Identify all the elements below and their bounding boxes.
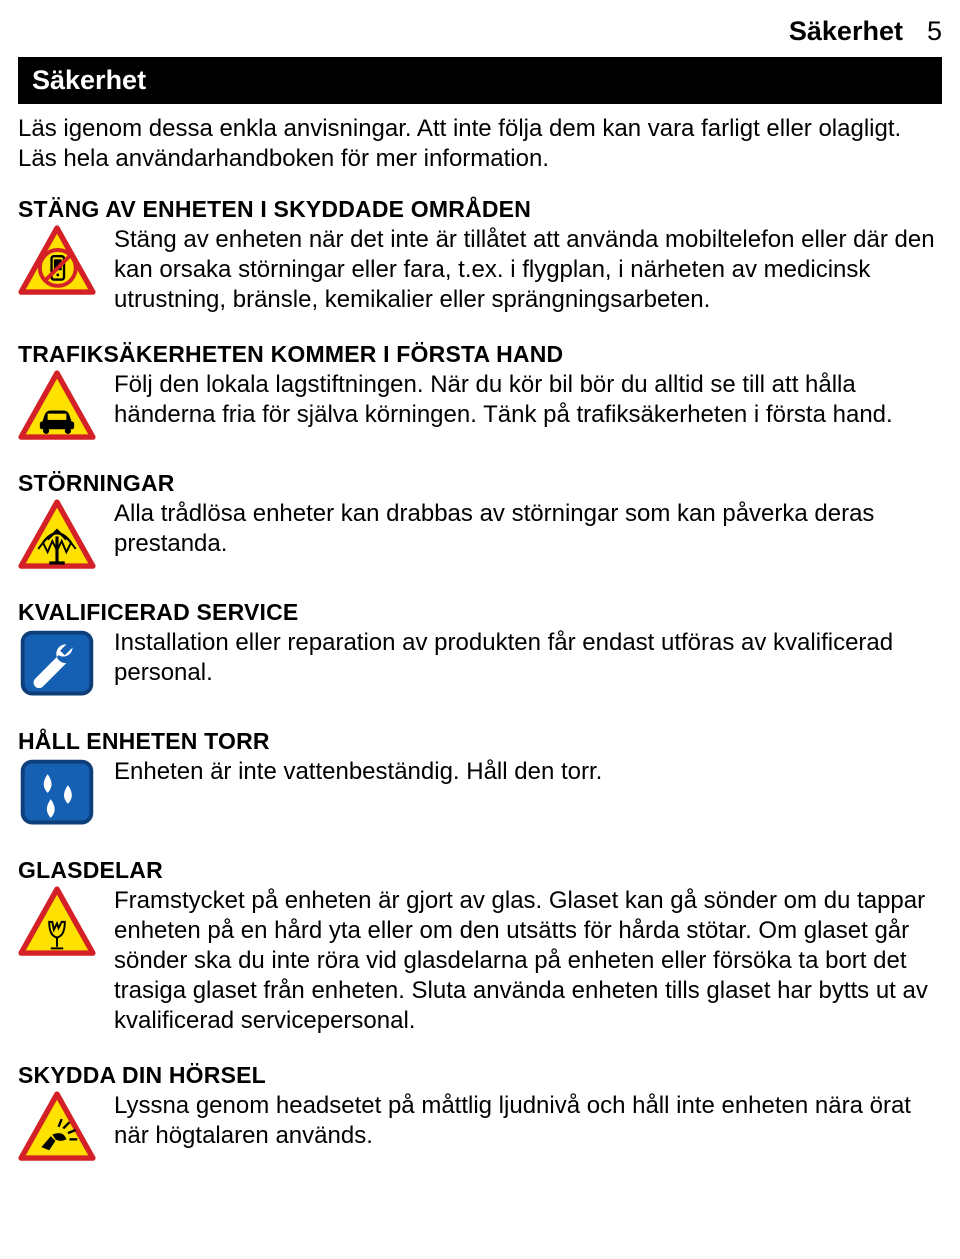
car-warning-icon xyxy=(18,370,96,444)
section-title: STÖRNINGAR xyxy=(18,470,942,497)
section-title: GLASDELAR xyxy=(18,857,942,884)
title-bar: Säkerhet xyxy=(18,57,942,104)
no-phone-icon xyxy=(18,225,96,299)
section-service: KVALIFICERAD SERVICE Installation eller … xyxy=(18,599,942,702)
section-switch-off: STÄNG AV ENHETEN I SKYDDADE OMRÅDEN Stän… xyxy=(18,196,942,315)
page-container: Säkerhet 5 Säkerhet Läs igenom dessa enk… xyxy=(0,0,960,1197)
wrench-icon xyxy=(18,628,96,702)
section-text: Följ den lokala lagstiftningen. När du k… xyxy=(114,370,942,430)
section-title: STÄNG AV ENHETEN I SKYDDADE OMRÅDEN xyxy=(18,196,942,223)
section-road-safety: TRAFIKSÄKERHETEN KOMMER I FÖRSTA HAND Fö… xyxy=(18,341,942,444)
section-title: KVALIFICERAD SERVICE xyxy=(18,599,942,626)
section-title: SKYDDA DIN HÖRSEL xyxy=(18,1062,942,1089)
section-dry: HÅLL ENHETEN TORR Enheten är inte vatten… xyxy=(18,728,942,831)
page-number: 5 xyxy=(927,16,942,47)
section-text: Stäng av enheten när det inte är tillåte… xyxy=(114,225,942,315)
water-drops-icon xyxy=(18,757,96,831)
section-title: TRAFIKSÄKERHETEN KOMMER I FÖRSTA HAND xyxy=(18,341,942,368)
section-text: Installation eller reparation av produkt… xyxy=(114,628,942,688)
section-text: Lyssna genom headsetet på måttlig ljudni… xyxy=(114,1091,942,1151)
running-header: Säkerhet 5 xyxy=(18,0,942,57)
interference-icon xyxy=(18,499,96,573)
section-text: Alla trådlösa enheter kan drabbas av stö… xyxy=(114,499,942,559)
broken-glass-icon xyxy=(18,886,96,960)
section-title: HÅLL ENHETEN TORR xyxy=(18,728,942,755)
loud-sound-icon xyxy=(18,1091,96,1165)
section-text: Framstycket på enheten är gjort av glas.… xyxy=(114,886,942,1036)
running-title: Säkerhet xyxy=(789,16,903,47)
section-glass: GLASDELAR Framstycket på enheten är gjor… xyxy=(18,857,942,1036)
section-hearing: SKYDDA DIN HÖRSEL Lyssna genom headsetet… xyxy=(18,1062,942,1165)
section-text: Enheten är inte vattenbeständig. Håll de… xyxy=(114,757,942,787)
section-interference: STÖRNINGAR Alla trådlösa enheter kan dra… xyxy=(18,470,942,573)
intro-text: Läs igenom dessa enkla anvisningar. Att … xyxy=(18,110,942,186)
